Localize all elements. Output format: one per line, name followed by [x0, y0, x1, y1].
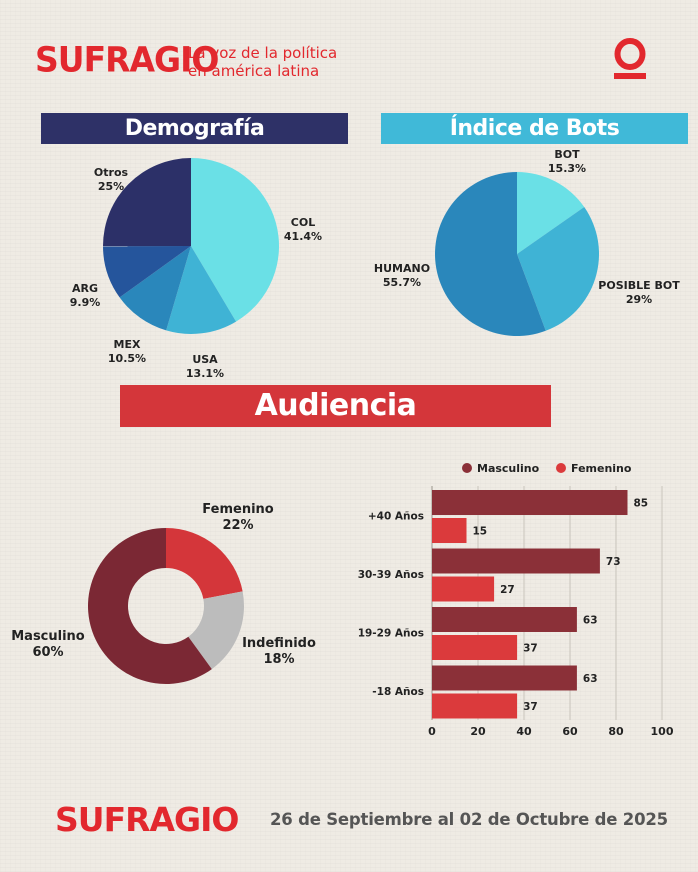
demografia-slice-usa [166, 246, 237, 334]
age-bar-chart: 0 20 40 60 80 100 +40 Años 85 15 30-39 Años 73 27 19… [358, 462, 674, 738]
audiencia-value-femenino: 22% [222, 518, 253, 533]
section-title-demografia: Demografía [41, 113, 348, 144]
demografia-value-otros: 25% [98, 180, 124, 193]
age-bar-femenino-19-29-a-os [432, 635, 518, 660]
demografia-label-arg: ARG [72, 282, 98, 295]
age-bar-masculino-18-a-os [432, 665, 577, 691]
demografia-value-arg: 9.9% [70, 296, 101, 309]
age-bar-value-femenino-30-39-a-os: 27 [500, 584, 515, 596]
age-bar-category-19-29-a-os: 19-29 Años [358, 627, 424, 639]
age-bar-xtick-80: 80 [608, 725, 624, 738]
audiencia-value-indefinido: 18% [263, 652, 294, 667]
bots-slice-posible-bot [517, 207, 599, 331]
bots-value-bot: 15.3% [548, 162, 586, 175]
demografia-slice-mex [119, 246, 191, 331]
age-bar-value-femenino-19-29-a-os: 37 [523, 643, 538, 655]
age-bar-value-masculino-40-a-os: 85 [634, 498, 649, 510]
age-bar-value-femenino-40-a-os: 15 [473, 526, 488, 538]
sufragio-logo-footer: SUFRAGIO [55, 800, 239, 839]
age-bar-legend-swatch-femenino [556, 463, 566, 473]
sufragio-o-mark-icon [614, 38, 646, 79]
demografia-slice-otros [103, 158, 191, 247]
age-bar-xtick-0: 0 [428, 725, 436, 738]
age-bar-legend-masculino: Masculino [477, 462, 540, 475]
bots-slice-bot [517, 172, 585, 254]
age-bar-value-femenino-18-a-os: 37 [523, 701, 538, 713]
demografia-label-mex: MEX [114, 338, 141, 351]
section-title-bots: Índice de Bots [381, 113, 688, 144]
age-bar-value-masculino-18-a-os: 63 [583, 673, 598, 685]
audiencia-slice-indefinido [188, 591, 245, 670]
age-bar-masculino-19-29-a-os [432, 607, 577, 632]
bots-value-posible-bot: 29% [626, 293, 652, 306]
bots-value-humano: 55.7% [383, 276, 421, 289]
demografia-value-col: 41.4% [284, 230, 322, 243]
demografia-label-usa: USA [192, 353, 218, 366]
section-title-audiencia: Audiencia [120, 385, 551, 427]
demografia-value-usa: 13.1% [186, 367, 224, 380]
age-bar-category-18-a-os: -18 Años [372, 686, 424, 698]
tagline-line-1: La voz de la política [188, 44, 338, 62]
age-bar-masculino-30-39-a-os [432, 548, 600, 574]
audiencia-value-masculino: 60% [32, 645, 63, 660]
age-bar-femenino-18-a-os [432, 693, 518, 719]
age-bar-category-30-39-a-os: 30-39 Años [358, 569, 424, 581]
age-bar-xtick-20: 20 [470, 725, 486, 738]
age-bar-femenino-30-39-a-os [432, 576, 495, 602]
age-bar-xtick-40: 40 [516, 725, 532, 738]
demografia-label-otros: Otros [94, 166, 129, 179]
demografia-label-col: COL [291, 216, 315, 229]
demografia-value-mex: 10.5% [108, 352, 146, 365]
bots-slice-humano [435, 172, 546, 336]
tagline-line-2: en américa latina [188, 62, 320, 80]
demografia-slice-col [191, 158, 280, 322]
audiencia-slice-femenino [166, 528, 243, 599]
bots-label-humano: HUMANO [374, 262, 430, 275]
age-bar-value-masculino-19-29-a-os: 63 [583, 615, 598, 627]
age-bar-legend-swatch-masculino [462, 463, 472, 473]
audiencia-label-masculino: Masculino [11, 629, 85, 644]
demografia-slice-arg [103, 246, 191, 298]
age-bar-category-40-a-os: +40 Años [368, 510, 424, 522]
bots-label-posible-bot: POSIBLE BOT [598, 279, 680, 292]
age-bar-xtick-60: 60 [562, 725, 578, 738]
age-bar-xtick-100: 100 [651, 725, 674, 738]
age-bar-value-masculino-30-39-a-os: 73 [606, 556, 621, 568]
audiencia-label-indefinido: Indefinido [242, 636, 316, 651]
date-range: 26 de Septiembre al 02 de Octubre de 202… [270, 810, 668, 829]
age-bar-masculino-40-a-os [432, 490, 628, 515]
tagline: La voz de la política en américa latina [188, 44, 337, 80]
audiencia-slice-masculino [87, 528, 212, 684]
age-bar-femenino-40-a-os [432, 518, 467, 543]
sufragio-logo: SUFRAGIO [35, 39, 219, 80]
age-bar-legend-femenino: Femenino [571, 462, 632, 475]
audiencia-label-femenino: Femenino [202, 502, 273, 517]
bots-label-bot: BOT [554, 148, 580, 161]
